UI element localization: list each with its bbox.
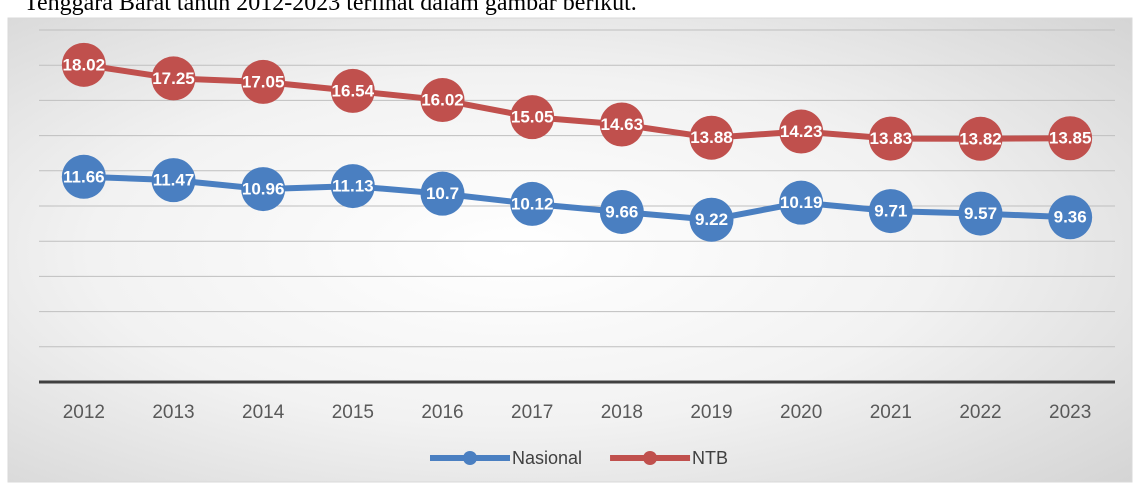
data-point — [420, 171, 465, 216]
data-label: 9.22 — [695, 210, 728, 229]
data-label: 13.83 — [870, 129, 913, 148]
data-label: 15.05 — [511, 108, 554, 127]
data-label: 13.85 — [1049, 129, 1092, 148]
data-label: 10.12 — [511, 194, 554, 213]
data-label: 9.36 — [1054, 208, 1087, 227]
data-point — [599, 102, 644, 147]
data-point — [330, 68, 375, 113]
data-label: 9.57 — [964, 204, 997, 223]
data-point — [1048, 195, 1093, 240]
data-point — [689, 197, 734, 242]
x-tick-label: 2022 — [959, 402, 1001, 423]
data-label: 11.66 — [63, 167, 105, 186]
x-tick-label: 2017 — [511, 402, 553, 423]
data-point — [241, 167, 286, 212]
x-tick-label: 2023 — [1049, 402, 1091, 423]
data-point — [689, 115, 734, 160]
data-point — [510, 181, 555, 226]
data-label: 16.02 — [421, 91, 464, 110]
x-tick-label: 2019 — [690, 402, 732, 423]
data-point — [151, 56, 196, 101]
data-label: 16.54 — [332, 81, 375, 100]
data-label: 18.02 — [63, 55, 106, 74]
data-point — [599, 189, 644, 234]
data-label: 10.7 — [426, 184, 459, 203]
data-point — [241, 59, 286, 104]
x-tick-label: 2013 — [152, 402, 194, 423]
data-point — [868, 116, 913, 161]
data-point — [61, 154, 106, 199]
data-point — [958, 116, 1003, 161]
x-tick-label: 2012 — [63, 402, 105, 423]
data-point — [868, 189, 913, 234]
legend-label: NTB — [692, 448, 728, 468]
data-label: 13.88 — [690, 128, 733, 147]
data-label: 14.23 — [780, 122, 823, 141]
data-point — [958, 191, 1003, 236]
data-label: 9.71 — [874, 202, 907, 221]
x-tick-label: 2015 — [332, 402, 374, 423]
data-point — [330, 164, 375, 209]
x-tick-label: 2021 — [870, 402, 912, 423]
x-tick-label: 2016 — [421, 402, 463, 423]
data-label: 17.05 — [242, 72, 285, 91]
data-point — [420, 78, 465, 123]
legend-marker — [643, 451, 658, 465]
data-point — [1048, 116, 1093, 161]
data-point — [61, 42, 106, 87]
data-label: 14.63 — [601, 115, 644, 134]
data-label: 9.66 — [605, 202, 638, 221]
data-label: 11.47 — [153, 171, 195, 190]
x-tick-label: 2020 — [780, 402, 822, 423]
data-label: 13.82 — [959, 129, 1002, 148]
data-label: 10.19 — [780, 193, 823, 212]
data-point — [779, 180, 824, 225]
data-label: 17.25 — [152, 69, 195, 88]
text-above: Tenggara Barat tahun 2012-2023 terlihat … — [24, 0, 637, 16]
legend-label: Nasional — [512, 448, 582, 468]
data-label: 10.96 — [242, 180, 285, 199]
legend-marker — [463, 451, 477, 465]
data-point — [151, 158, 196, 203]
chart-area — [7, 17, 1133, 483]
data-point — [779, 109, 824, 154]
x-tick-label: 2014 — [242, 402, 285, 423]
data-point — [510, 95, 555, 140]
data-label: 11.13 — [332, 177, 374, 196]
x-tick-label: 2018 — [601, 402, 643, 423]
